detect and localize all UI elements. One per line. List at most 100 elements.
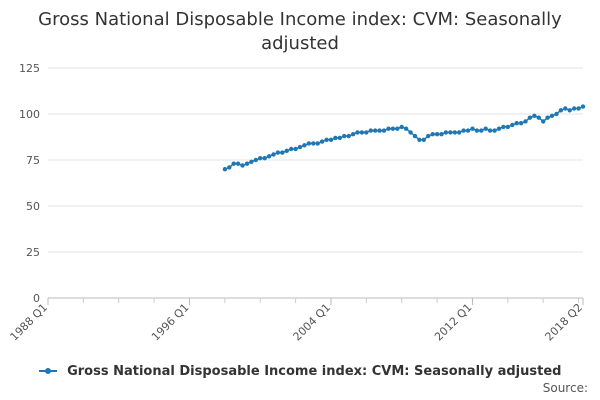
- data-point[interactable]: [381, 128, 387, 133]
- data-point[interactable]: [390, 126, 396, 131]
- x-tick-label: 1996 Q1: [149, 301, 192, 344]
- data-point[interactable]: [479, 128, 484, 133]
- data-point[interactable]: [306, 141, 312, 146]
- data-point[interactable]: [328, 137, 334, 142]
- data-point[interactable]: [510, 122, 515, 128]
- data-point[interactable]: [545, 115, 550, 120]
- data-point[interactable]: [412, 133, 418, 139]
- data-point[interactable]: [567, 108, 572, 113]
- data-point[interactable]: [549, 113, 555, 119]
- data-point[interactable]: [368, 128, 373, 133]
- data-point[interactable]: [434, 132, 440, 137]
- data-point[interactable]: [319, 139, 325, 144]
- data-point[interactable]: [324, 137, 329, 142]
- data-point[interactable]: [373, 128, 378, 133]
- data-point[interactable]: [439, 132, 444, 137]
- data-point[interactable]: [355, 130, 360, 135]
- data-point[interactable]: [364, 130, 369, 135]
- data-point[interactable]: [452, 130, 457, 135]
- data-point[interactable]: [302, 143, 307, 148]
- data-point[interactable]: [333, 135, 338, 141]
- y-tick-label: 125: [19, 62, 40, 75]
- data-point[interactable]: [554, 111, 559, 117]
- data-point[interactable]: [470, 126, 475, 131]
- data-point[interactable]: [483, 126, 488, 131]
- y-tick-label: 50: [26, 200, 40, 213]
- data-point[interactable]: [258, 156, 263, 161]
- data-point[interactable]: [514, 121, 519, 126]
- data-point[interactable]: [443, 130, 449, 135]
- series-layer: [222, 104, 586, 172]
- data-point[interactable]: [457, 130, 462, 135]
- data-point[interactable]: [337, 135, 342, 141]
- data-point[interactable]: [227, 165, 232, 170]
- data-point[interactable]: [572, 106, 577, 111]
- legend[interactable]: Gross National Disposable Income index: …: [0, 364, 600, 379]
- data-point[interactable]: [505, 124, 510, 130]
- data-point[interactable]: [395, 126, 400, 131]
- data-point[interactable]: [417, 137, 422, 142]
- data-point[interactable]: [408, 130, 413, 135]
- data-point[interactable]: [518, 121, 524, 126]
- data-point[interactable]: [311, 141, 316, 146]
- y-tick-label: 25: [26, 246, 40, 259]
- data-point[interactable]: [342, 133, 347, 139]
- data-point[interactable]: [541, 119, 546, 124]
- y-tick-label: 75: [26, 154, 40, 167]
- data-point[interactable]: [289, 146, 294, 152]
- data-point[interactable]: [492, 128, 497, 133]
- gridlines: [48, 67, 583, 299]
- data-point[interactable]: [350, 132, 356, 137]
- data-point[interactable]: [262, 156, 267, 161]
- data-point[interactable]: [532, 113, 537, 119]
- data-point[interactable]: [244, 161, 250, 166]
- data-point[interactable]: [249, 159, 254, 164]
- x-tick-label: 2018 Q2: [543, 301, 586, 344]
- data-point[interactable]: [386, 126, 391, 131]
- data-point[interactable]: [240, 163, 245, 168]
- data-point[interactable]: [426, 133, 431, 139]
- x-tick-label: 1988 Q1: [8, 301, 51, 344]
- data-point[interactable]: [377, 128, 382, 133]
- data-point[interactable]: [536, 115, 541, 120]
- data-point[interactable]: [253, 157, 258, 163]
- data-point[interactable]: [527, 115, 533, 120]
- data-point[interactable]: [266, 154, 272, 159]
- data-point[interactable]: [580, 104, 586, 109]
- data-point[interactable]: [280, 150, 285, 155]
- data-point[interactable]: [359, 130, 365, 135]
- data-point[interactable]: [293, 146, 298, 152]
- data-point[interactable]: [501, 124, 506, 130]
- data-point[interactable]: [576, 106, 581, 111]
- data-point[interactable]: [297, 144, 303, 150]
- data-point[interactable]: [487, 128, 493, 133]
- data-point[interactable]: [523, 119, 528, 124]
- data-point[interactable]: [235, 161, 241, 166]
- x-axis: 1988 Q1 1996 Q1 2004 Q1 2012 Q1 2018 Q2: [8, 298, 586, 344]
- data-point[interactable]: [315, 141, 320, 146]
- data-point[interactable]: [403, 126, 409, 131]
- legend-marker-icon: [38, 366, 57, 376]
- data-point[interactable]: [231, 161, 236, 166]
- data-point[interactable]: [275, 150, 281, 155]
- series-line: [224, 105, 584, 170]
- source-label: Source:: [542, 381, 588, 395]
- data-point[interactable]: [271, 152, 276, 157]
- data-point[interactable]: [346, 133, 351, 139]
- data-point[interactable]: [421, 137, 426, 142]
- x-tick-label: 2012 Q1: [432, 301, 475, 344]
- data-point[interactable]: [448, 130, 453, 135]
- data-point[interactable]: [474, 128, 480, 133]
- data-point[interactable]: [430, 132, 435, 137]
- y-axis: 0 25 50 75 100 125: [19, 62, 40, 305]
- y-tick-label: 100: [19, 108, 40, 121]
- data-point[interactable]: [558, 108, 564, 113]
- data-point[interactable]: [461, 128, 466, 133]
- data-point[interactable]: [222, 167, 228, 172]
- data-point[interactable]: [563, 106, 568, 111]
- data-point[interactable]: [465, 128, 471, 133]
- data-point[interactable]: [496, 126, 502, 131]
- y-tick-label: 0: [33, 292, 40, 305]
- data-point[interactable]: [284, 148, 289, 153]
- data-point[interactable]: [399, 124, 404, 130]
